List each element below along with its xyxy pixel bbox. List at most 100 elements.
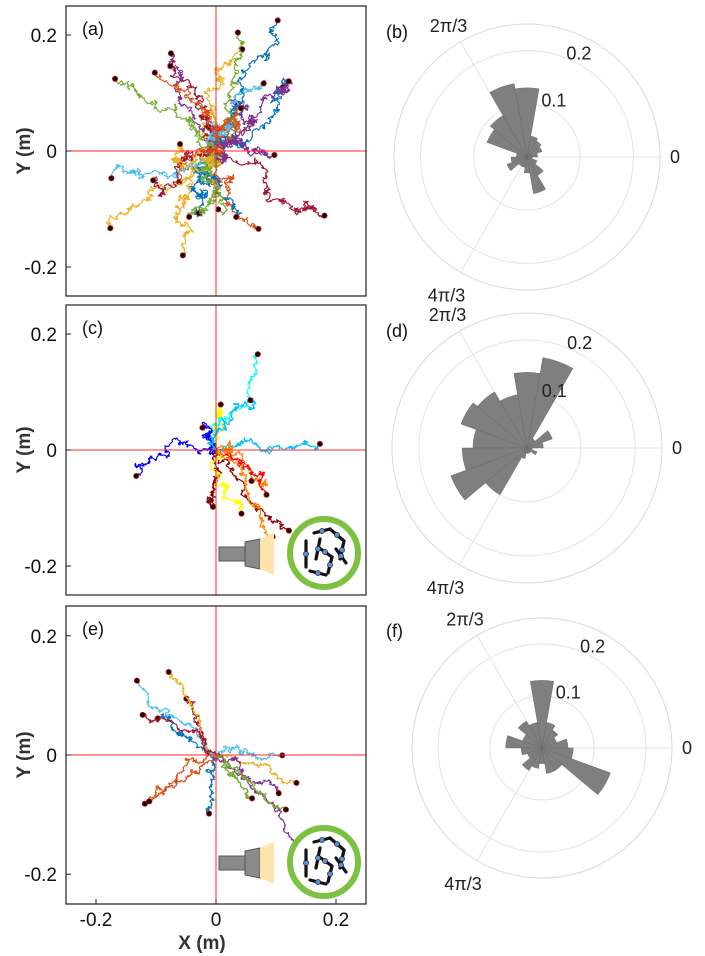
lamp-body <box>218 546 246 562</box>
trajectory-end-marker <box>177 141 184 148</box>
trajectory-path <box>209 449 244 514</box>
trajectory-path <box>147 754 218 804</box>
trajectory-path <box>206 397 257 451</box>
robot-marker <box>315 546 321 552</box>
polar-histogram-bin <box>521 747 543 771</box>
trajectory-path <box>214 754 253 801</box>
trajectory-path <box>134 437 218 477</box>
robot-marker <box>334 841 340 847</box>
trajectory-end-marker <box>179 252 186 259</box>
x-tick-label: 0 <box>211 910 222 931</box>
trajectory-path <box>214 753 297 785</box>
polar-spoke <box>460 156 528 273</box>
trajectory-path <box>216 752 280 794</box>
trajectory-path <box>216 755 298 850</box>
polar-histogram-bin <box>541 747 574 760</box>
robot-marker <box>319 528 325 534</box>
trajectory-path <box>152 143 219 198</box>
angle-label-4pi-3: 4π/3 <box>428 286 465 306</box>
trajectory-end-marker <box>247 397 254 404</box>
polar-panel: 0.1 0.2 0 2π/3 4π/3 (b) <box>386 16 680 306</box>
robot-marker <box>339 856 345 862</box>
trajectory-path <box>144 753 216 805</box>
trajectory-end-marker <box>255 225 262 232</box>
trajectory-end-marker <box>167 63 174 70</box>
trajectory-path <box>205 447 223 508</box>
polar-panels: 0.10.202π/34π/3(b)0.10.202π/34π/3(d)0.10… <box>386 16 692 894</box>
inset-illustration <box>218 825 361 899</box>
trajectory-end-marker <box>209 503 216 510</box>
polar-histogram-bin <box>526 430 553 449</box>
trajectory-end-marker <box>217 401 224 408</box>
robot-marker <box>319 837 325 843</box>
trajectory-path <box>215 744 283 761</box>
robot-marker <box>315 570 321 576</box>
trajectory-end-marker <box>107 225 114 232</box>
trajectory-end-marker <box>165 668 172 675</box>
trajectory-path <box>173 150 223 258</box>
polar-histogram-bin <box>513 372 541 449</box>
y-tick-label: -0.2 <box>24 258 57 279</box>
trajectory-end-marker <box>263 491 270 498</box>
trajectory-end-marker <box>112 75 119 82</box>
radial-tick-label: 0.2 <box>566 44 591 64</box>
panel-label: (a) <box>82 19 104 39</box>
polar-histogram-bin <box>521 447 528 459</box>
trajectory-end-marker <box>254 351 261 358</box>
trajectory-end-marker <box>316 440 323 447</box>
trajectory-path <box>215 77 288 150</box>
polar-histogram-bin <box>517 720 543 749</box>
trajectory-path <box>170 141 225 171</box>
trajectory-end-marker <box>199 424 206 431</box>
trajectory-path <box>111 149 220 180</box>
trajectory-path <box>157 713 216 758</box>
trajectory-group <box>105 17 328 259</box>
x-axis-label: X (m) <box>178 933 226 954</box>
radial-tick-label: 0.1 <box>542 381 567 401</box>
radial-tick-label: 0.2 <box>580 637 605 657</box>
panel-label: (c) <box>82 318 103 338</box>
angle-label-4pi-3: 4π/3 <box>427 578 464 598</box>
trajectory-end-marker <box>108 175 115 182</box>
robot-marker <box>339 547 345 553</box>
trajectory-panel: 0.2 0 -0.2 -0.2 0 0.2 (e) Y (m) X (m) <box>14 605 367 954</box>
polar-histogram-bin <box>485 447 528 496</box>
radial-tick-label: 0.2 <box>567 333 592 353</box>
polar-histogram-bin <box>526 447 538 456</box>
lamp-head <box>244 538 261 570</box>
trajectory-path <box>216 148 325 218</box>
panel-label: (d) <box>386 321 408 341</box>
polar-panel: 0.1 0.2 0 2π/3 4π/3 (d) <box>386 305 682 598</box>
inset-illustration <box>218 516 361 590</box>
angle-label-2pi-3: 2π/3 <box>430 16 467 36</box>
y-tick-label: 0.2 <box>31 627 57 648</box>
trajectory-end-marker <box>321 212 328 219</box>
trajectory-panels: 0.2 0 -0.2 (a) Y (m) 0.2 0 -0.2 (c) Y (m) 0.2 0 -0.2… <box>14 5 367 954</box>
trajectory-end-marker <box>282 806 289 813</box>
robot-marker <box>322 858 328 864</box>
trajectory-path <box>205 79 266 150</box>
trajectory-end-marker <box>249 795 256 802</box>
y-axis-label: Y (m) <box>14 127 35 174</box>
trajectory-end-marker <box>167 50 174 57</box>
y-axis-label: Y (m) <box>14 731 35 778</box>
polar-histogram-bin <box>526 156 546 194</box>
y-tick-label: 0.2 <box>31 325 57 346</box>
angle-label-4pi-3: 4π/3 <box>444 874 481 894</box>
trajectory-end-marker <box>238 105 245 112</box>
polar-histogram-bin <box>531 747 543 769</box>
angle-label-zero: 0 <box>670 147 680 167</box>
trajectory-end-marker <box>133 472 140 479</box>
light-beam <box>260 533 274 575</box>
angle-label-zero: 0 <box>672 438 682 458</box>
trajectory-path <box>214 79 293 151</box>
polar-histogram-bin <box>526 357 574 449</box>
robot-marker <box>334 532 340 538</box>
trajectory-end-marker <box>274 17 281 24</box>
trajectory-end-marker <box>146 798 153 805</box>
lamp-head <box>244 847 261 879</box>
polar-histogram-bin <box>489 115 528 158</box>
lamp-body <box>218 855 246 871</box>
trajectory-path <box>215 449 274 543</box>
